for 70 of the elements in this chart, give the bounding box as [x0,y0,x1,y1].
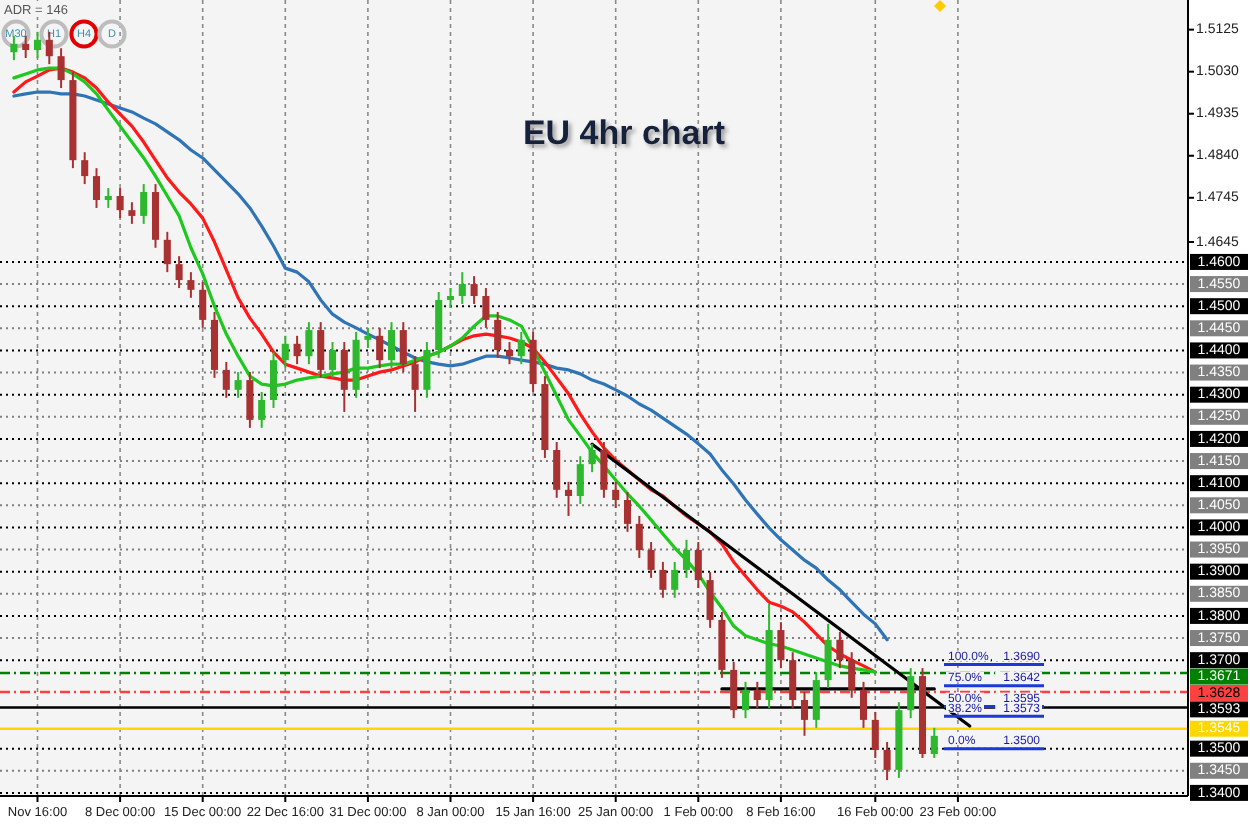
candlestick [812,671,820,729]
candlestick [305,321,313,366]
candlestick [116,187,124,220]
candlestick [930,726,938,759]
candlestick [553,441,561,499]
candlestick [81,151,89,186]
candlestick [848,651,856,699]
candlestick [741,680,750,720]
candlestick [883,741,891,782]
candlestick [588,442,596,474]
candlestick [694,541,702,590]
candlestick [564,480,573,517]
candlestick [140,183,148,225]
candlestick [659,560,667,599]
candlestick [623,491,632,533]
candlestick [175,255,183,290]
candlestick [871,710,879,759]
candlestick [128,201,136,225]
candlestick [635,514,643,559]
candlestick [789,651,797,709]
candlestick [151,183,160,249]
candlestick [777,621,785,670]
candlestick [423,341,431,399]
candlestick [671,560,679,599]
candlestick [494,310,502,359]
candlestick [33,30,42,59]
candlestick [411,355,419,413]
candlestick [246,371,254,429]
candlestick [281,334,289,370]
candlestick [753,680,761,709]
candlestick [470,275,478,305]
candlestick [328,341,337,379]
candlestick [234,371,242,399]
candlestick [293,334,301,366]
candlestick [529,330,537,394]
candlestick [730,660,738,720]
candlestick [104,187,112,209]
candlestick [647,541,655,579]
candlestick [458,271,466,305]
candlestick [836,630,844,670]
candlestick [600,441,608,499]
candlestick [387,321,396,370]
candlestick [517,330,525,366]
candlestick [824,622,832,690]
candlestick [800,691,809,737]
candlestick [505,341,514,366]
candlestick [22,34,30,59]
candlestick [199,280,207,329]
candlestick [682,538,691,579]
candlestick [376,326,384,370]
candlestick [269,351,278,409]
candlestick [163,230,171,274]
candlestick [907,667,915,720]
candlestick [399,321,407,374]
candlestick [187,271,195,299]
candlestick [340,341,348,413]
candlestick [612,480,620,509]
candlestick [317,321,325,379]
candlestick [482,287,490,329]
candlestick [859,680,868,729]
candlestick [92,167,101,209]
text: EU 4hr chart [522,114,726,152]
candlestick [10,34,18,62]
candlestick [576,455,584,505]
candlestick [446,287,455,309]
candlestick [57,47,65,90]
candlestick [364,326,372,349]
candlestick [706,571,714,629]
candlestick [222,360,230,399]
candlestick [258,391,266,429]
